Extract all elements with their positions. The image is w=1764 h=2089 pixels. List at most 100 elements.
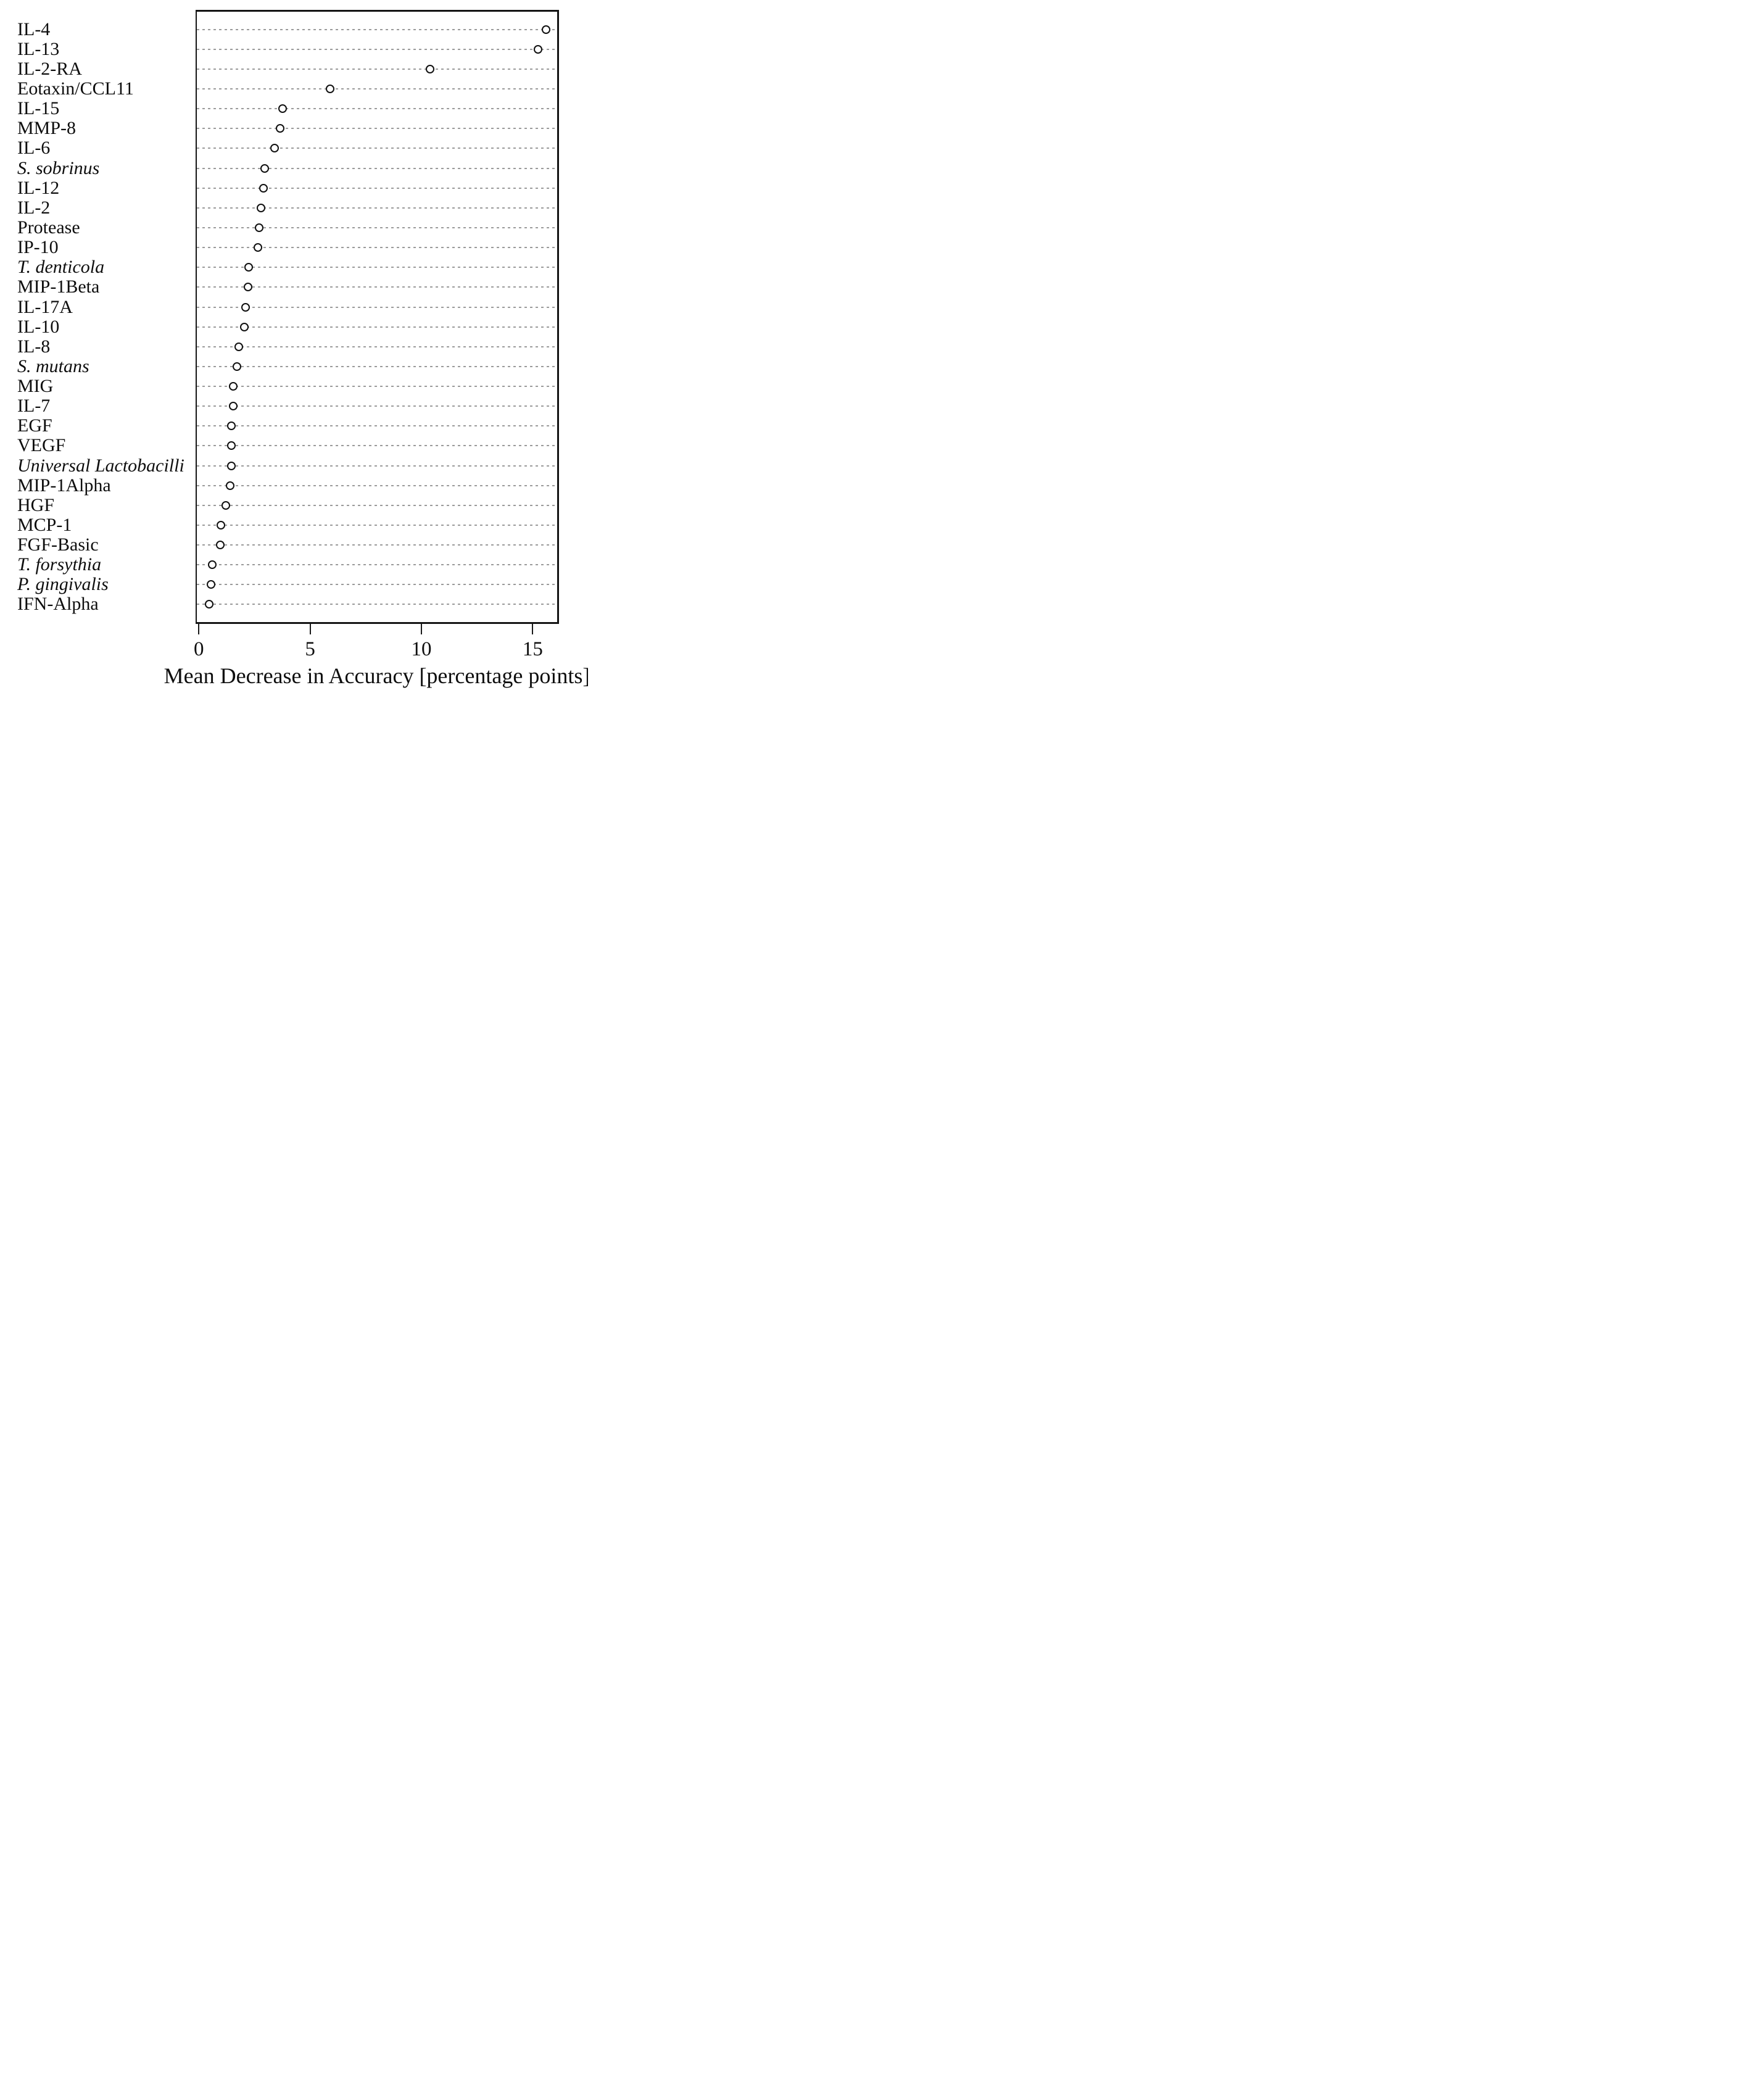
row-label: T. denticola	[17, 257, 105, 278]
row-label: MIG	[17, 376, 54, 397]
gridline	[197, 68, 557, 70]
row-label: HGF	[17, 494, 55, 515]
data-point	[240, 322, 249, 331]
gridline	[197, 247, 557, 249]
data-point	[243, 283, 252, 292]
row-label: T. forsythia	[17, 554, 102, 575]
data-point	[226, 441, 236, 451]
data-point	[253, 243, 262, 252]
data-point	[244, 263, 254, 272]
row-label: FGF-Basic	[17, 534, 99, 555]
row-label: IL-4	[17, 19, 51, 39]
data-point	[215, 541, 225, 550]
row-label: P. gingivalis	[17, 574, 109, 595]
data-point	[229, 402, 238, 411]
data-point	[257, 203, 266, 212]
row-label: IL-6	[17, 138, 51, 159]
gridline	[197, 227, 557, 228]
data-point	[541, 25, 550, 34]
data-point	[275, 124, 284, 133]
data-point	[229, 382, 238, 391]
gridline	[197, 167, 557, 169]
data-point	[426, 64, 435, 73]
data-point	[226, 422, 236, 431]
gridline	[197, 346, 557, 347]
data-point	[534, 44, 543, 54]
row-label: IP-10	[17, 237, 59, 258]
data-point	[259, 183, 268, 193]
gridline	[197, 425, 557, 427]
row-label: IL-17A	[17, 296, 73, 317]
row-label: IFN-Alpha	[17, 594, 99, 615]
data-point	[234, 342, 244, 351]
row-label: IL-12	[17, 177, 60, 198]
gridline	[197, 484, 557, 486]
x-axis-tick	[532, 624, 534, 634]
x-axis-tick-label: 15	[522, 638, 543, 660]
row-label: Universal Lactobacilli	[17, 455, 184, 476]
dot-plot-figure: IL-4 IL-13 IL-2-RA Eotaxin/CCL11 IL-15 MMP-8 I…	[0, 0, 588, 696]
gridline	[197, 326, 557, 328]
gridline	[197, 465, 557, 467]
row-label: Eotaxin/CCL11	[17, 78, 134, 99]
gridline	[197, 286, 557, 288]
gridline	[197, 306, 557, 308]
gridline	[197, 207, 557, 209]
gridline	[197, 405, 557, 407]
data-point	[221, 500, 230, 510]
data-point	[225, 481, 234, 490]
gridline	[197, 504, 557, 506]
row-label: IL-15	[17, 98, 60, 119]
data-point	[278, 104, 287, 114]
x-axis-tick-label: 10	[411, 638, 432, 660]
data-point	[207, 560, 217, 570]
plot-area	[196, 10, 559, 624]
data-point	[204, 600, 213, 609]
data-point	[270, 144, 279, 153]
row-label: Protease	[17, 217, 80, 238]
gridline	[197, 524, 557, 526]
row-label: EGF	[17, 415, 52, 436]
gridline	[197, 128, 557, 130]
gridline	[197, 365, 557, 367]
row-label: S. mutans	[17, 355, 89, 376]
data-point	[326, 85, 335, 94]
gridline	[197, 584, 557, 586]
row-label: IL-13	[17, 38, 60, 59]
x-axis-tick	[421, 624, 422, 634]
data-point	[226, 461, 236, 470]
gridline	[197, 544, 557, 546]
gridline	[197, 28, 557, 30]
data-point	[232, 362, 241, 371]
gridline	[197, 48, 557, 50]
data-point	[207, 580, 216, 589]
gridline	[197, 386, 557, 388]
gridline	[197, 267, 557, 268]
row-label: VEGF	[17, 435, 66, 456]
data-point	[217, 520, 226, 530]
row-label: MCP-1	[17, 514, 72, 535]
x-axis-tick-label: 0	[194, 638, 204, 660]
row-label: IL-10	[17, 316, 60, 337]
row-label: MIP-1Alpha	[17, 475, 111, 496]
row-label: IL-2-RA	[17, 58, 82, 79]
x-axis-tick-label: 5	[305, 638, 315, 660]
gridline	[197, 604, 557, 605]
gridline	[197, 108, 557, 110]
gridline	[197, 187, 557, 189]
gridline	[197, 445, 557, 447]
data-point	[254, 223, 263, 232]
row-label: MIP-1Beta	[17, 276, 100, 297]
gridline	[197, 147, 557, 149]
x-axis-tick	[309, 624, 311, 634]
row-label: IL-2	[17, 197, 51, 218]
data-point	[241, 302, 251, 312]
gridline	[197, 564, 557, 566]
x-axis-title: Mean Decrease in Accuracy [percentage po…	[164, 663, 588, 688]
row-label: IL-8	[17, 336, 51, 357]
gridline	[197, 88, 557, 90]
row-label: MMP-8	[17, 118, 77, 139]
row-label: IL-7	[17, 396, 51, 417]
x-axis-tick	[198, 624, 200, 634]
data-point	[260, 164, 269, 173]
